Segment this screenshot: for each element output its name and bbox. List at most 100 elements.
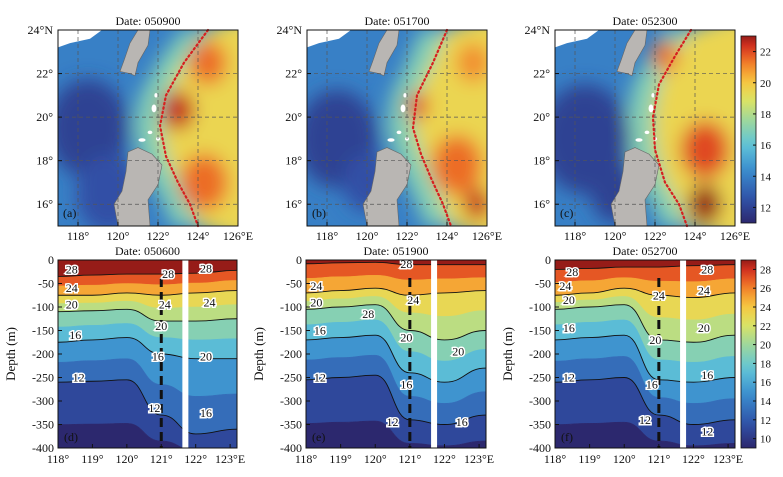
isotherm-28 xyxy=(306,261,486,266)
x-tick-label: 126°E xyxy=(720,229,750,243)
contour-label: 28 xyxy=(66,262,78,276)
warm-core xyxy=(431,134,483,196)
y-tick-label: 0 xyxy=(48,253,54,267)
contour-label: 28 xyxy=(162,267,174,281)
contour-label: 24 xyxy=(407,293,419,307)
panel-title: Date: 052700 xyxy=(613,244,678,258)
luzon-land xyxy=(113,147,163,226)
contour-label: 24 xyxy=(407,293,419,307)
y-tick-label: -250 xyxy=(32,371,54,385)
warm-core xyxy=(161,90,195,131)
y-tick-label: 24°N xyxy=(28,23,54,37)
islet xyxy=(154,93,158,98)
y-tick-label: 0 xyxy=(545,253,551,267)
contour-label: 16 xyxy=(69,328,81,342)
contour-label: 12 xyxy=(387,415,399,429)
y-tick-label: -100 xyxy=(529,300,551,314)
contour-label: 12 xyxy=(639,413,651,427)
colorbar-tick-label: 12 xyxy=(760,415,771,427)
contour-label: 20 xyxy=(452,345,464,359)
y-tick-label: 22° xyxy=(285,67,302,81)
contour-label: 16 xyxy=(456,415,468,429)
colorbar-tick-label: 14 xyxy=(760,171,772,183)
contour-label: 24 xyxy=(698,284,710,298)
temp-field xyxy=(306,260,486,448)
contour-label: 20 xyxy=(452,345,464,359)
contour-label: 28 xyxy=(701,262,713,276)
temp-band xyxy=(58,423,237,448)
section-panel-0: Date: 0506002828242420201616121228282424… xyxy=(3,244,245,466)
x-tick-label: 121° xyxy=(398,452,421,466)
x-tick-label: 123°E xyxy=(713,452,743,466)
y-axis-label: Depth (m) xyxy=(500,327,515,381)
contour-label: 20 xyxy=(66,298,78,312)
contour-label: 16 xyxy=(456,415,468,429)
x-tick-label: 120° xyxy=(107,229,130,243)
warm-core xyxy=(456,43,487,83)
contour-label: 16 xyxy=(646,378,658,392)
y-tick-label: 24°N xyxy=(525,23,551,37)
x-tick-label: 119° xyxy=(81,452,104,466)
panel-title: Date: 051700 xyxy=(365,14,430,28)
contour-label: 16 xyxy=(400,378,412,392)
contour-label: 24 xyxy=(66,281,78,295)
isotherm-24 xyxy=(58,290,237,296)
x-tick-label: 120° xyxy=(613,452,636,466)
y-tick-label: -400 xyxy=(529,441,551,455)
taiwan-land xyxy=(616,30,648,77)
contour-label: 16 xyxy=(200,406,212,420)
mainland-coast xyxy=(58,30,102,48)
x-tick-label: 118° xyxy=(67,229,90,243)
contour-label: 28 xyxy=(200,261,212,275)
y-tick-label: -300 xyxy=(280,394,302,408)
colorbar-tick-label: 28 xyxy=(760,264,772,276)
isotherm-12 xyxy=(306,374,486,425)
map-panel-0: Date: 050900 118° 120° 122° 124° 126°E 24°N 22°… xyxy=(28,14,254,243)
y-tick-label: -200 xyxy=(529,347,551,361)
y-tick-label: -400 xyxy=(32,441,54,455)
contour-label: 24 xyxy=(310,279,322,293)
y-tick-label: -300 xyxy=(529,394,551,408)
y-tick-label: -350 xyxy=(280,418,302,432)
contour-label: 24 xyxy=(159,298,171,312)
contour-label: 16 xyxy=(563,321,575,335)
isotherm-24 xyxy=(555,287,735,299)
contour-label: 28 xyxy=(400,257,412,271)
islet xyxy=(635,138,643,142)
contour-label: 16 xyxy=(701,368,713,382)
islet xyxy=(403,93,407,98)
panel-title: Date: 051900 xyxy=(364,244,429,258)
contour-label: 24 xyxy=(559,279,571,293)
isotherm-20 xyxy=(58,308,237,322)
temp-field xyxy=(58,260,237,448)
x-tick-label: 122° xyxy=(433,452,456,466)
x-tick-label: 119° xyxy=(329,452,352,466)
contour-label: 12 xyxy=(73,371,85,385)
contour-label: 16 xyxy=(69,328,81,342)
x-tick-label: 118° xyxy=(47,452,70,466)
y-tick-label: -300 xyxy=(32,394,54,408)
isotherm-24 xyxy=(306,287,486,296)
warm-core xyxy=(651,40,679,72)
y-tick-label: 20° xyxy=(533,110,550,124)
panel-letter: (b) xyxy=(312,206,326,220)
colorbar-1: 28 26 24 22 20 18 16 14 12 10 xyxy=(740,259,772,449)
y-tick-label: 16° xyxy=(36,197,53,211)
colorbar-tick-label: 24 xyxy=(760,302,772,314)
y-tick-label: 0 xyxy=(296,253,302,267)
temp-field xyxy=(555,260,735,448)
y-tick-label: 18° xyxy=(36,154,53,168)
luzon-land xyxy=(362,147,412,226)
panel-frame xyxy=(554,29,736,227)
colorbar-tick-label: 22 xyxy=(760,47,771,59)
x-tick-label: 118° xyxy=(316,229,339,243)
contour-label: 16 xyxy=(314,324,326,338)
x-tick-label: 120° xyxy=(364,452,387,466)
colorbar-tick-label: 10 xyxy=(760,434,772,446)
x-tick-label: 124° xyxy=(187,229,210,243)
colorbar-0: 22 20 18 16 14 12 xyxy=(740,35,772,224)
contour-label: 20 xyxy=(155,319,167,333)
x-tick-label: 122° xyxy=(682,452,705,466)
contour-label: 12 xyxy=(701,425,713,439)
isotherm-28 xyxy=(58,269,237,277)
